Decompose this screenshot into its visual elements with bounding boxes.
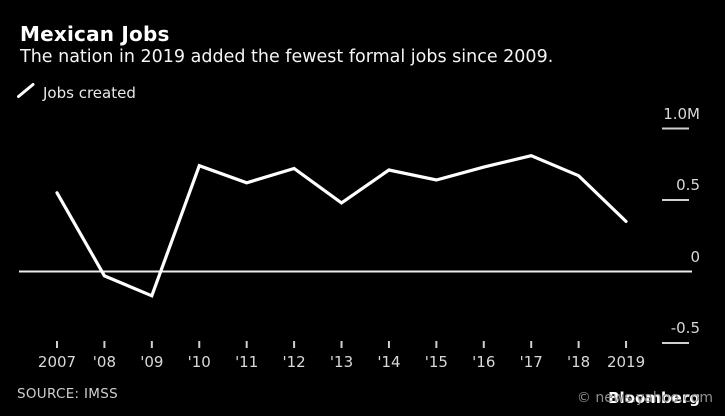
jobs-created-line — [55, 154, 628, 298]
y-tick-label: 0.5 — [676, 176, 700, 194]
site-watermark: © news.yahoo.com — [576, 390, 713, 406]
x-tick-label: '11 — [235, 353, 259, 371]
x-tick-label: '08 — [92, 353, 117, 371]
x-tick-label: '18 — [567, 353, 591, 371]
x-tick-label: '13 — [329, 353, 354, 371]
x-tick-label: 2007 — [37, 353, 77, 371]
x-tick-label: '17 — [519, 353, 543, 371]
y-tick-label: 1.0M — [663, 104, 700, 123]
x-tick-label: '09 — [140, 353, 164, 371]
x-tick-label: '15 — [424, 353, 448, 371]
legend-label: Jobs created — [43, 83, 136, 102]
chart-subtitle: The nation in 2019 added the fewest form… — [20, 47, 554, 67]
x-tick-label: 2019 — [606, 353, 646, 371]
bloomberg-logo: Bloomberg — [608, 389, 700, 407]
y-tick-label: 0 — [690, 247, 700, 266]
legend: Jobs created — [17, 83, 136, 102]
x-tick-label: '10 — [187, 353, 211, 371]
x-tick-label: '16 — [472, 353, 496, 371]
x-tick-label: '12 — [282, 353, 306, 371]
line-series-icon — [17, 83, 35, 102]
y-tick-label: -0.5 — [670, 319, 700, 337]
x-tick-label: '14 — [377, 353, 401, 371]
chart-title: Mexican Jobs — [20, 22, 170, 46]
source-attribution: SOURCE: IMSS — [17, 386, 118, 402]
